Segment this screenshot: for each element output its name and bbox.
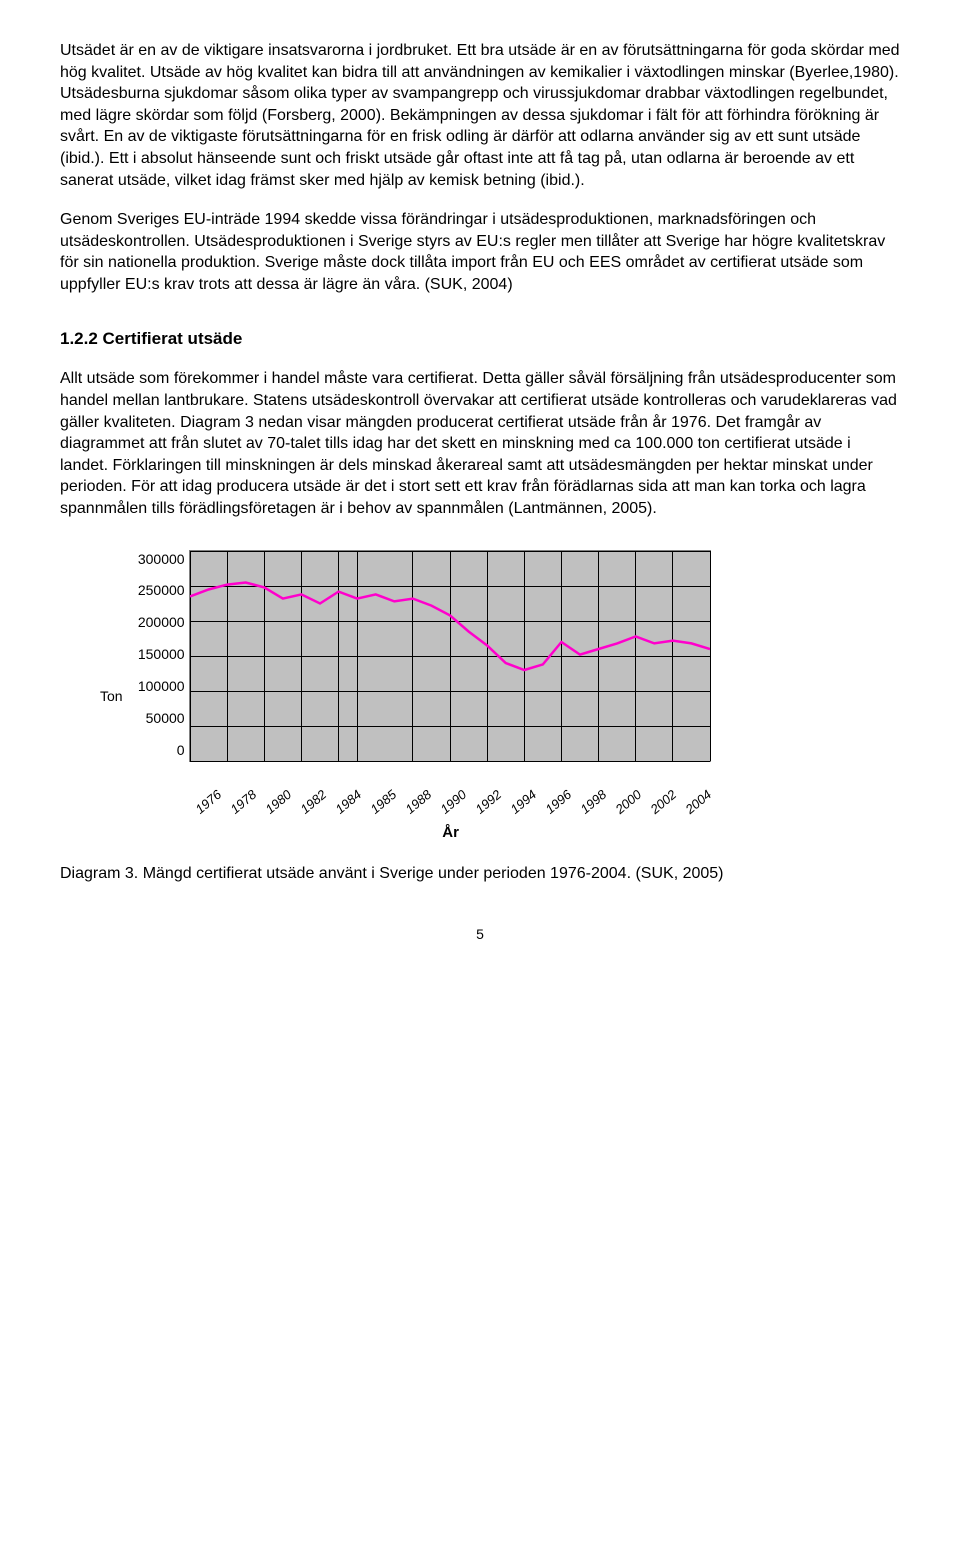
body-paragraph: Utsädet är en av de viktigare insatsvaro…	[60, 40, 900, 191]
x-axis-labels: 1976197819801982198419851988199019921994…	[189, 768, 713, 786]
page-number: 5	[60, 925, 900, 944]
section-heading: 1.2.2 Certifierat utsäde	[60, 328, 900, 351]
x-axis-title: År	[189, 823, 713, 843]
body-paragraph: Allt utsäde som förekommer i handel måst…	[60, 368, 900, 519]
chart-caption: Diagram 3. Mängd certifierat utsäde anvä…	[60, 863, 900, 885]
y-axis-labels: 300000250000200000150000100000500000	[131, 550, 185, 760]
body-paragraph: Genom Sveriges EU-inträde 1994 skedde vi…	[60, 209, 900, 295]
chart-plot-area	[189, 550, 711, 762]
chart-container: Ton 300000250000200000150000100000500000…	[100, 550, 900, 844]
y-axis-unit: Ton	[100, 687, 123, 706]
